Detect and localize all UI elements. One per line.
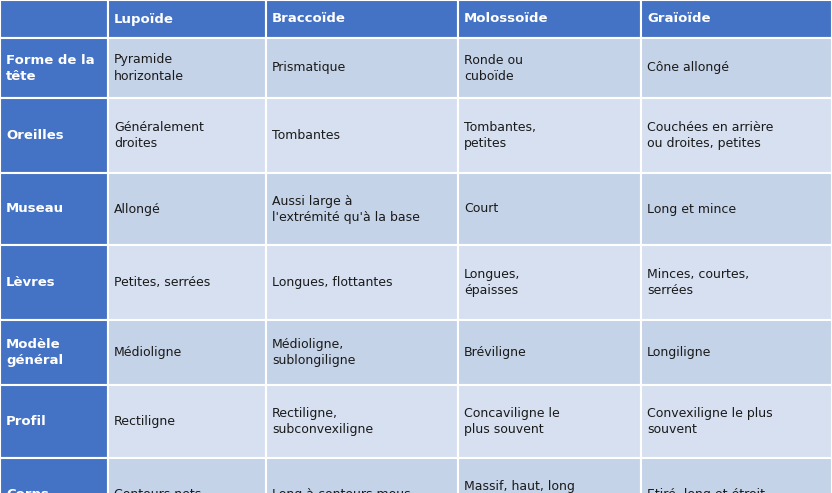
Bar [108,173,266,245]
Text: Long à contours mous: Long à contours mous [272,488,411,493]
Text: Forme de la
tête: Forme de la tête [6,54,95,82]
Bar [108,385,266,458]
Bar [458,245,641,320]
Text: Profil: Profil [6,415,47,428]
Bar [641,0,832,38]
Text: Lèvres: Lèvres [6,276,56,289]
Bar [0,0,108,38]
Bar [108,458,266,493]
Bar [0,245,108,320]
Text: Tombantes,
petites: Tombantes, petites [464,121,536,150]
Text: Corps: Corps [6,488,49,493]
Bar [0,98,108,173]
Bar [108,0,266,38]
Bar [108,98,266,173]
Text: Convexiligne le plus
souvent: Convexiligne le plus souvent [647,407,773,436]
Text: Généralement
droites: Généralement droites [114,121,204,150]
Bar [266,98,458,173]
Bar [641,245,832,320]
Text: Etiré, long et étroit: Etiré, long et étroit [647,488,765,493]
Text: Rectiligne,
subconvexiligne: Rectiligne, subconvexiligne [272,407,373,436]
Bar [641,173,832,245]
Text: Long et mince: Long et mince [647,203,736,215]
Bar [458,38,641,98]
Bar [458,0,641,38]
Text: Longues, flottantes: Longues, flottantes [272,276,393,289]
Text: Concaviligne le
plus souvent: Concaviligne le plus souvent [464,407,560,436]
Text: Graïoïde: Graïoïde [647,12,711,26]
Bar [266,173,458,245]
Text: Contours nets: Contours nets [114,488,201,493]
Bar [0,385,108,458]
Bar [0,320,108,385]
Bar [0,458,108,493]
Text: Médioligne: Médioligne [114,346,182,359]
Bar [108,320,266,385]
Bar [458,458,641,493]
Text: Court: Court [464,203,498,215]
Bar [266,385,458,458]
Text: Petites, serrées: Petites, serrées [114,276,210,289]
Text: Longues,
épaisses: Longues, épaisses [464,268,520,297]
Text: Longiligne: Longiligne [647,346,711,359]
Text: Lupoïde: Lupoïde [114,12,174,26]
Bar [266,0,458,38]
Bar [641,385,832,458]
Text: Massif, haut, long
et large: Massif, haut, long et large [464,480,575,493]
Bar [458,320,641,385]
Text: Braccoïde: Braccoïde [272,12,346,26]
Text: Prismatique: Prismatique [272,62,346,74]
Bar [458,173,641,245]
Bar [266,458,458,493]
Bar [641,98,832,173]
Bar [458,98,641,173]
Bar [266,320,458,385]
Text: Rectiligne: Rectiligne [114,415,176,428]
Text: Museau: Museau [6,203,64,215]
Bar [641,458,832,493]
Text: Bréviligne: Bréviligne [464,346,527,359]
Bar [108,38,266,98]
Bar [0,38,108,98]
Text: Molossoïde: Molossoïde [464,12,548,26]
Bar [641,320,832,385]
Bar [0,173,108,245]
Text: Cône allongé: Cône allongé [647,62,729,74]
Text: Minces, courtes,
serrées: Minces, courtes, serrées [647,268,749,297]
Text: Tombantes: Tombantes [272,129,340,142]
Text: Oreilles: Oreilles [6,129,63,142]
Bar [108,245,266,320]
Bar [641,38,832,98]
Text: Ronde ou
cuboïde: Ronde ou cuboïde [464,54,523,82]
Text: Modèle
général: Modèle général [6,338,63,367]
Bar [266,245,458,320]
Bar [266,38,458,98]
Text: Aussi large à
l'extrémité qu'à la base: Aussi large à l'extrémité qu'à la base [272,195,420,223]
Text: Couchées en arrière
ou droites, petites: Couchées en arrière ou droites, petites [647,121,774,150]
Text: Médioligne,
sublongiligne: Médioligne, sublongiligne [272,338,355,367]
Text: Allongé: Allongé [114,203,161,215]
Bar [458,385,641,458]
Text: Pyramide
horizontale: Pyramide horizontale [114,54,184,82]
